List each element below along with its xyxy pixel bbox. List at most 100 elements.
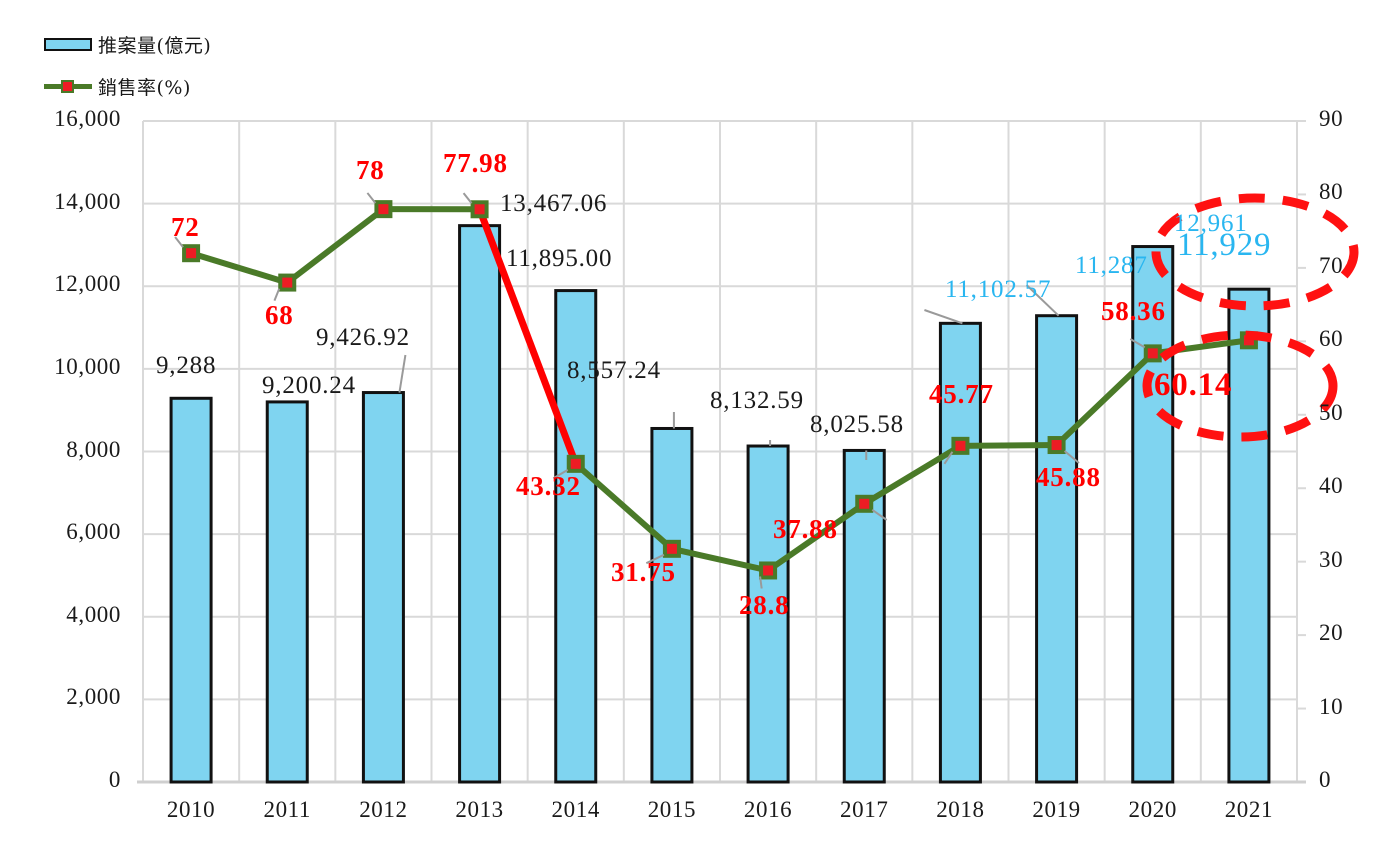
bar-2010[interactable]: [169, 396, 213, 784]
line-value-label-2014: 43.32: [516, 471, 581, 501]
bar-value-label-2017: 8,025.58: [810, 411, 904, 438]
x-axis-tick-2019: 2019: [1032, 797, 1081, 822]
x-axis-tick-2018: 2018: [936, 797, 985, 822]
x-axis-tick-2015: 2015: [647, 797, 697, 822]
line-marker-2015[interactable]: [662, 539, 681, 558]
leader-line: [552, 468, 569, 480]
bar-2019[interactable]: [1035, 314, 1079, 784]
line-marker-2012[interactable]: [374, 200, 393, 219]
line-segment-2016-2017: [763, 499, 869, 575]
y-axis-left-tick-16000: 16,000: [54, 106, 121, 131]
x-axis-tick-2016: 2016: [743, 797, 793, 822]
y-axis-right-tick-0: 0: [1319, 767, 1332, 792]
y-axis-left-tick-0: 0: [108, 767, 121, 792]
y-axis-right-tick-50: 50: [1319, 399, 1344, 425]
y-axis-right-tick-60: 60: [1319, 326, 1344, 352]
y-axis-left-tick-6000: 6,000: [66, 519, 121, 545]
bar-2021[interactable]: [1227, 287, 1271, 784]
bar-value-label-2011: 9,200.24: [262, 372, 356, 399]
bar-value-label-2020: 12,961: [1174, 210, 1248, 237]
bar-value-label-2018: 11,102.57: [945, 276, 1052, 303]
bar-value-label-2013: 13,467.06: [500, 190, 608, 217]
leader-line: [174, 236, 184, 248]
y-axis-left-tick-2000: 2,000: [66, 684, 121, 710]
line-value-label-2019: 45.88: [1036, 462, 1101, 492]
legend-item-bar-label: 推案量(億元): [98, 34, 212, 57]
bar-2012[interactable]: [361, 391, 405, 784]
y-axis-left-tick-12000: 12,000: [54, 271, 121, 297]
line-marker-2016[interactable]: [759, 561, 778, 580]
y-axis-right-tick-90: 90: [1319, 106, 1344, 131]
x-axis-tick-2020: 2020: [1128, 797, 1177, 822]
legend-item-bar[interactable]: 推案量(億元): [44, 30, 344, 58]
y-axis-right-tick-70: 70: [1319, 252, 1344, 278]
y-axis-right-tick-10: 10: [1319, 693, 1344, 719]
line-value-label-2021: 60.14: [1154, 367, 1233, 403]
bar-value-label-2012: 9,426.92: [316, 324, 410, 351]
leader-line: [645, 553, 665, 565]
line-marker-2020[interactable]: [1143, 344, 1162, 363]
bar-2013[interactable]: [458, 224, 502, 784]
annotation-ellipse-0: [1151, 193, 1359, 311]
line-value-label-2010: 72: [171, 212, 200, 242]
y-axis-left-tick-4000: 4,000: [66, 601, 121, 627]
line-segment-2013-2014: [475, 204, 581, 469]
y-axis-right-tick-30: 30: [1319, 546, 1344, 572]
y-axis-right-tick-40: 40: [1319, 473, 1344, 499]
bar-2014[interactable]: [554, 289, 598, 784]
bar-2020[interactable]: [1131, 245, 1175, 784]
line-segment-2017-2018: [860, 441, 965, 508]
x-axis-tick-2011: 2011: [263, 797, 312, 822]
line-segment-2010-2011: [187, 249, 291, 287]
line-marker-2013[interactable]: [470, 200, 489, 219]
y-axis-right-tick-20: 20: [1319, 620, 1344, 646]
x-axis-tick-2021: 2021: [1224, 797, 1274, 822]
x-axis-tick-2013: 2013: [455, 797, 504, 822]
legend-item-line-label: 銷售率(%): [98, 76, 191, 99]
bar-2018[interactable]: [938, 321, 982, 784]
leader-line: [398, 354, 407, 393]
line-value-label-2015: 31.75: [611, 557, 676, 587]
x-axis-tick-2017: 2017: [840, 797, 889, 822]
bar-value-label-2019: 11,287: [1075, 252, 1148, 279]
line-marker-2018[interactable]: [951, 436, 970, 455]
bar-2015[interactable]: [650, 426, 694, 784]
bar-2016[interactable]: [746, 444, 790, 784]
line-value-label-2011: 68: [265, 300, 294, 330]
leader-line: [759, 576, 763, 589]
bar-2017[interactable]: [842, 448, 886, 784]
line-marker-2014[interactable]: [566, 454, 585, 473]
bar-2011[interactable]: [265, 400, 309, 784]
leader-line: [1025, 284, 1060, 317]
annotation-ellipse-1: [1142, 330, 1338, 442]
chart-legend: 推案量(億元) 銷售率(%): [44, 30, 344, 114]
line-marker-2019[interactable]: [1047, 436, 1066, 455]
bar-value-label-2015: 8,557.24: [567, 357, 661, 384]
bar-value-label-2010: 9,288: [156, 352, 217, 379]
bar-swatch-icon: [44, 37, 92, 51]
leader-line: [943, 451, 954, 465]
line-segment-2019-2020: [1052, 349, 1157, 450]
line-value-label-2018: 45.77: [929, 379, 994, 409]
line-marker-2011[interactable]: [278, 273, 297, 292]
line-value-label-2020: 58.36: [1101, 296, 1166, 326]
line-segment-2014-2015: [571, 459, 677, 554]
legend-item-line[interactable]: 銷售率(%): [44, 72, 344, 100]
line-segment-2011-2012: [283, 204, 388, 287]
line-value-label-2013: 77.98: [443, 148, 508, 178]
y-axis-left-tick-14000: 14,000: [54, 188, 121, 214]
leader-line: [924, 309, 963, 325]
x-axis-tick-2010: 2010: [166, 797, 216, 822]
bar-value-label-2016: 8,132.59: [710, 387, 804, 414]
leader-line: [273, 288, 281, 301]
line-marker-2017[interactable]: [855, 494, 874, 513]
leader-line: [1063, 450, 1080, 464]
leader-line: [462, 192, 473, 204]
leader-line: [1129, 338, 1146, 349]
line-segment-2015-2016: [668, 545, 772, 575]
line-marker-2010[interactable]: [182, 244, 201, 263]
y-axis-right-tick-80: 80: [1319, 179, 1344, 205]
